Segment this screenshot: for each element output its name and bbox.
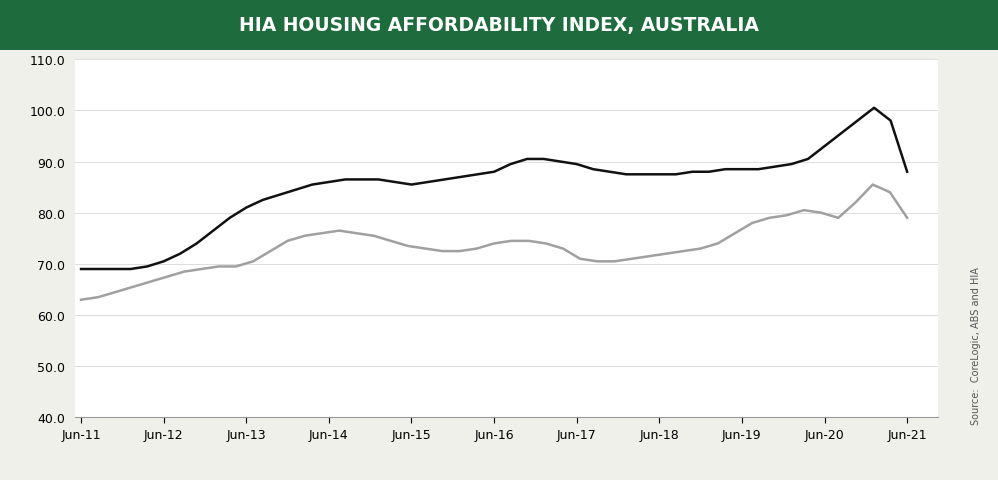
CAPITALS xyxy=(127,285,139,290)
Text: HIA HOUSING AFFORDABILITY INDEX, AUSTRALIA: HIA HOUSING AFFORDABILITY INDEX, AUSTRAL… xyxy=(240,16,758,35)
CAPITALS xyxy=(815,210,827,216)
CAPITALS xyxy=(92,295,104,300)
CAPITALS xyxy=(592,259,604,264)
REGIONS xyxy=(621,172,633,178)
CAPITALS xyxy=(316,231,328,237)
CAPITALS xyxy=(144,279,156,285)
CAPITALS xyxy=(419,246,431,252)
CAPITALS xyxy=(213,264,225,270)
CAPITALS xyxy=(505,239,517,244)
REGIONS xyxy=(339,177,351,183)
CAPITALS xyxy=(179,269,191,275)
CAPITALS xyxy=(367,233,379,239)
CAPITALS xyxy=(161,274,173,280)
CAPITALS xyxy=(281,239,293,244)
CAPITALS xyxy=(695,246,707,252)
CAPITALS xyxy=(609,259,621,264)
CAPITALS xyxy=(75,297,87,303)
Line: REGIONS: REGIONS xyxy=(81,108,907,269)
REGIONS xyxy=(901,169,913,175)
CAPITALS xyxy=(626,256,638,262)
REGIONS xyxy=(75,266,87,272)
REGIONS xyxy=(670,172,682,178)
CAPITALS xyxy=(230,264,242,270)
CAPITALS xyxy=(797,208,809,214)
CAPITALS xyxy=(832,216,844,221)
CAPITALS xyxy=(712,241,724,247)
CAPITALS xyxy=(385,239,397,244)
CAPITALS xyxy=(730,231,742,237)
CAPITALS xyxy=(488,241,500,247)
CAPITALS xyxy=(523,239,535,244)
CAPITALS xyxy=(780,213,792,219)
CAPITALS xyxy=(763,216,775,221)
CAPITALS xyxy=(678,249,690,254)
CAPITALS xyxy=(574,256,586,262)
CAPITALS xyxy=(643,254,655,260)
CAPITALS xyxy=(849,200,861,206)
Line: CAPITALS: CAPITALS xyxy=(81,185,907,300)
CAPITALS xyxy=(540,241,552,247)
CAPITALS xyxy=(298,233,310,239)
CAPITALS xyxy=(471,246,483,252)
CAPITALS xyxy=(196,266,208,272)
CAPITALS xyxy=(350,231,362,237)
CAPITALS xyxy=(901,216,913,221)
Text: Source:  CoreLogic, ABS and HIA: Source: CoreLogic, ABS and HIA xyxy=(971,267,981,424)
CAPITALS xyxy=(454,249,466,254)
REGIONS xyxy=(323,180,335,185)
CAPITALS xyxy=(884,190,896,196)
REGIONS xyxy=(868,106,880,111)
CAPITALS xyxy=(747,221,758,227)
CAPITALS xyxy=(110,289,122,295)
CAPITALS xyxy=(866,182,878,188)
CAPITALS xyxy=(333,228,345,234)
REGIONS xyxy=(256,198,268,204)
CAPITALS xyxy=(661,251,673,257)
CAPITALS xyxy=(248,259,259,264)
REGIONS xyxy=(884,119,896,124)
CAPITALS xyxy=(264,249,276,254)
CAPITALS xyxy=(557,246,569,252)
CAPITALS xyxy=(436,249,448,254)
CAPITALS xyxy=(402,243,414,249)
